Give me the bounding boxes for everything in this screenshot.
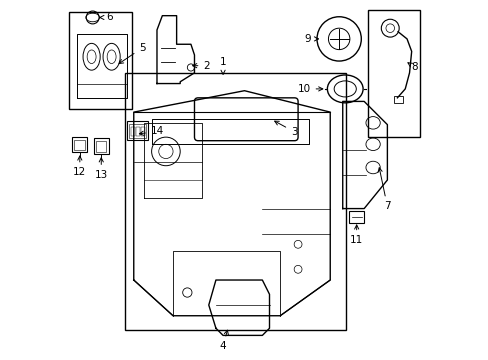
Text: 10: 10 xyxy=(297,84,322,94)
Bar xyxy=(127,121,148,140)
Bar xyxy=(72,137,87,152)
Bar xyxy=(95,141,106,152)
Bar xyxy=(94,138,108,154)
Bar xyxy=(124,73,346,330)
Text: 12: 12 xyxy=(73,156,86,177)
Text: 14: 14 xyxy=(139,126,164,136)
Bar xyxy=(141,127,144,136)
Text: 7: 7 xyxy=(377,168,390,211)
Text: 2: 2 xyxy=(192,61,210,71)
Text: 9: 9 xyxy=(304,34,318,44)
Text: 8: 8 xyxy=(407,63,417,72)
Bar xyxy=(136,127,140,136)
Text: 4: 4 xyxy=(219,330,228,351)
Text: 6: 6 xyxy=(100,13,112,22)
Text: 11: 11 xyxy=(349,225,363,246)
Bar xyxy=(393,96,402,103)
Text: 5: 5 xyxy=(119,43,145,63)
Text: 13: 13 xyxy=(95,158,108,180)
Text: 1: 1 xyxy=(219,58,226,74)
Bar xyxy=(348,211,364,223)
Bar xyxy=(129,123,145,138)
Bar xyxy=(131,127,135,136)
Bar xyxy=(74,140,84,150)
Bar xyxy=(69,12,132,109)
Text: 3: 3 xyxy=(274,121,297,137)
Bar xyxy=(367,10,419,137)
